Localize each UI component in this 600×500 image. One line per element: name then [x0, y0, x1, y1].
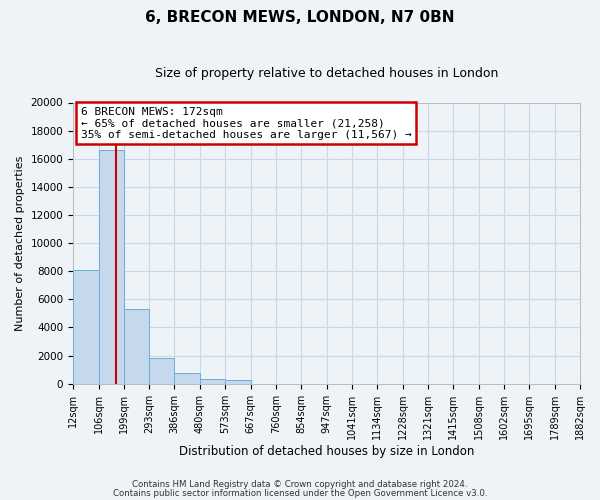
Y-axis label: Number of detached properties: Number of detached properties [15, 156, 25, 331]
Text: 6 BRECON MEWS: 172sqm
← 65% of detached houses are smaller (21,258)
35% of semi-: 6 BRECON MEWS: 172sqm ← 65% of detached … [80, 106, 412, 140]
Text: Contains public sector information licensed under the Open Government Licence v3: Contains public sector information licen… [113, 489, 487, 498]
Title: Size of property relative to detached houses in London: Size of property relative to detached ho… [155, 68, 498, 80]
Bar [175, 373, 200, 384]
Bar [225, 380, 251, 384]
X-axis label: Distribution of detached houses by size in London: Distribution of detached houses by size … [179, 444, 474, 458]
Bar [149, 358, 175, 384]
Text: Contains HM Land Registry data © Crown copyright and database right 2024.: Contains HM Land Registry data © Crown c… [132, 480, 468, 489]
Bar [73, 270, 98, 384]
Bar [200, 380, 225, 384]
Bar [98, 150, 124, 384]
Text: 6, BRECON MEWS, LONDON, N7 0BN: 6, BRECON MEWS, LONDON, N7 0BN [145, 10, 455, 25]
Bar [124, 309, 149, 384]
